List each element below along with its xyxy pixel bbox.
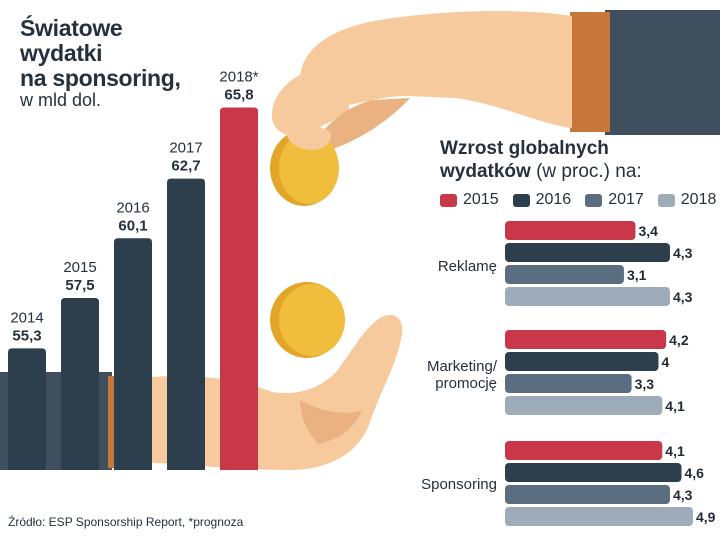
legend-item-2017: 2017 (585, 191, 644, 209)
hbar-2016 (505, 243, 670, 262)
year-label: 2018* (219, 69, 258, 86)
value-label: 60,1 (118, 217, 147, 234)
legend-label: 2018 (680, 191, 717, 208)
hbar-value-label: 4,3 (673, 487, 693, 503)
legend-swatch (440, 193, 457, 207)
upper-finger-tip (286, 124, 332, 150)
coin-upper (270, 130, 339, 206)
bar-2017 (167, 178, 205, 470)
legend-label: 2016 (535, 191, 572, 208)
hbar-2016 (505, 463, 682, 482)
legend-swatch (512, 193, 530, 207)
lower-palm-shadow (300, 400, 362, 444)
upper-cuff (570, 12, 610, 132)
hbar-value-label: 4,3 (673, 289, 693, 305)
growth-chart-title: Wzrost globalnych (440, 138, 609, 159)
hbar-2017 (505, 374, 632, 393)
growth-subtitle-rest: (w proc.) na: (530, 161, 642, 182)
year-label: 2016 (116, 199, 149, 216)
category-label: Marketing/promocję (427, 358, 497, 392)
bar-2018 (220, 107, 258, 470)
category-label: Reklamę (438, 258, 497, 275)
legend-swatch (657, 193, 675, 207)
legend-item-2016: 2016 (512, 191, 572, 209)
hbar-2015 (505, 441, 663, 460)
category-label-line: Reklamę (437, 257, 497, 275)
hbar-2018 (505, 396, 663, 415)
bar-2016 (114, 238, 152, 470)
hbar-value-label: 4,9 (696, 509, 716, 525)
giving-hand-illustration (271, 10, 720, 152)
legend-item-2015: 2015 (440, 191, 499, 209)
value-label: 57,5 (65, 277, 94, 294)
category-label-line: Marketing/ (426, 358, 497, 375)
legend-item-2018: 2018 (657, 191, 717, 209)
legend-label: 2015 (463, 191, 499, 208)
legend: 2015 2016 2017 2018 (440, 191, 720, 209)
upper-hand-back (300, 11, 572, 128)
hbar-2017 (505, 265, 624, 284)
main-title-line-2: wydatki (20, 40, 103, 66)
legend-swatch (585, 193, 603, 207)
hbar-2015 (505, 221, 636, 240)
hbar-value-label: 3,1 (627, 267, 647, 283)
value-label: 55,3 (12, 327, 41, 344)
growth-subtitle-bold: wydatków (440, 161, 531, 182)
legend-label: 2017 (608, 191, 644, 208)
bar-2015 (61, 297, 99, 470)
main-title-line-3: na sponsoring, (20, 65, 181, 91)
hbar-2015 (505, 330, 667, 349)
hbar-value-label: 4,1 (665, 398, 685, 414)
hbar-2016 (505, 352, 659, 371)
category-label: Sponsoring (421, 476, 497, 493)
hbar-value-label: 4,3 (673, 245, 693, 261)
hbar-2017 (505, 485, 670, 504)
value-label: 65,8 (224, 87, 253, 104)
hbar-2018 (505, 507, 693, 526)
growth-hbar-chart: 3,44,33,14,34,243,34,14,14,64,34,9 (505, 221, 716, 526)
hbar-value-label: 4,1 (665, 443, 685, 459)
main-title-line-1: Światowe (20, 15, 123, 41)
hbar-2018 (505, 287, 670, 306)
growth-chart-subtitle: wydatków (w proc.) na: (440, 161, 642, 183)
year-label: 2014 (10, 309, 43, 326)
value-label: 62,7 (171, 158, 200, 175)
hbar-value-label: 4,6 (684, 465, 704, 481)
source-note: Źródło: ESP Sponsorship Report, *prognoz… (8, 515, 244, 529)
hbar-value-label: 3,3 (635, 376, 655, 392)
upper-sleeve (605, 10, 720, 135)
main-title: Światowe wydatki na sponsoring, (20, 16, 181, 91)
category-label-line: Sponsoring (421, 475, 497, 493)
upper-thumb (271, 64, 350, 136)
hbar-value-label: 3,4 (638, 223, 658, 239)
year-label: 2015 (63, 259, 96, 276)
hbar-value-label: 4,2 (669, 332, 689, 348)
category-label-line: promocję (435, 375, 497, 392)
year-label: 2017 (169, 140, 202, 157)
coin-lower (270, 282, 345, 358)
upper-finger-shadow (315, 98, 410, 152)
bar-2014 (8, 348, 46, 470)
hbar-value-label: 4 (661, 354, 669, 370)
main-subtitle: w mld dol. (20, 90, 102, 110)
